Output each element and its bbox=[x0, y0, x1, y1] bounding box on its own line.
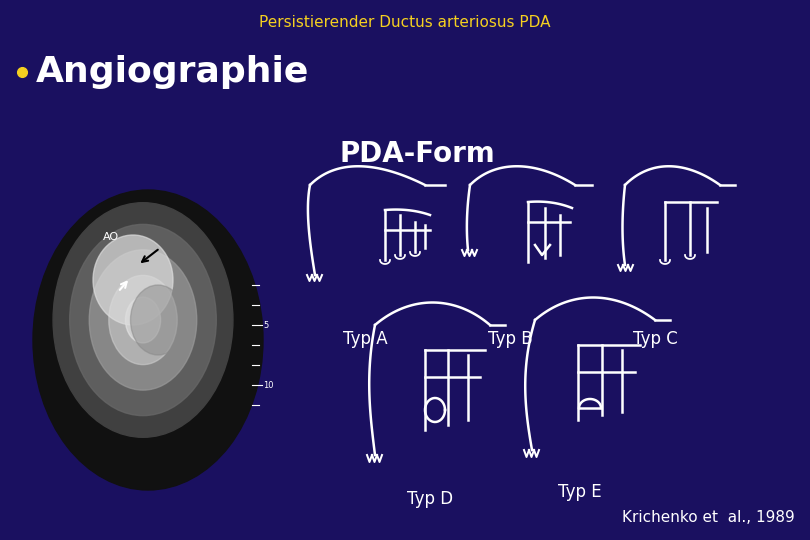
Text: Typ C: Typ C bbox=[633, 330, 677, 348]
Text: Typ A: Typ A bbox=[343, 330, 387, 348]
Ellipse shape bbox=[130, 285, 185, 355]
Text: Angiographie: Angiographie bbox=[36, 55, 309, 89]
Ellipse shape bbox=[109, 275, 177, 364]
Ellipse shape bbox=[33, 190, 263, 490]
Ellipse shape bbox=[70, 225, 216, 416]
Text: Typ E: Typ E bbox=[558, 483, 602, 501]
Text: Typ B: Typ B bbox=[488, 330, 532, 348]
Ellipse shape bbox=[93, 235, 173, 325]
Text: Krichenko et  al., 1989: Krichenko et al., 1989 bbox=[622, 510, 795, 525]
Ellipse shape bbox=[45, 192, 241, 448]
Text: AO: AO bbox=[103, 232, 119, 242]
Ellipse shape bbox=[126, 297, 160, 343]
Text: Persistierender Ductus arteriosus PDA: Persistierender Ductus arteriosus PDA bbox=[259, 15, 551, 30]
Text: 5: 5 bbox=[263, 321, 269, 329]
Ellipse shape bbox=[53, 202, 233, 437]
Ellipse shape bbox=[89, 250, 197, 390]
Text: PDA-Form: PDA-Form bbox=[340, 140, 496, 168]
Text: Typ D: Typ D bbox=[407, 490, 453, 508]
Text: 10: 10 bbox=[263, 381, 274, 389]
